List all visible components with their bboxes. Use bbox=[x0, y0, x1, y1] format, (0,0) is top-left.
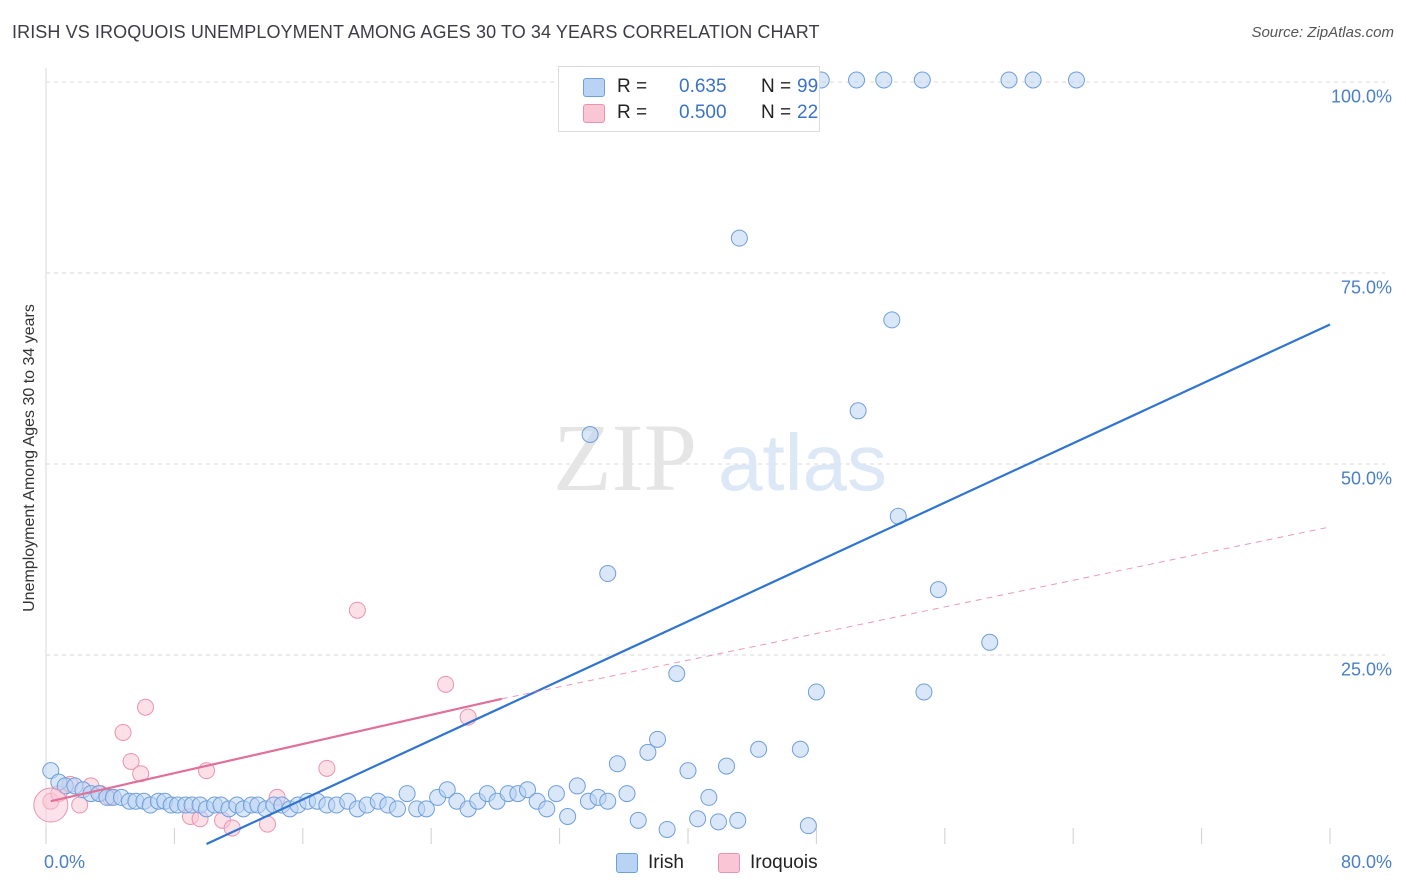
irish-point bbox=[875, 71, 893, 89]
y-tick-label-75: 75.0% bbox=[1340, 277, 1392, 298]
watermark-atlas: atlas bbox=[718, 418, 887, 507]
iroquois-point bbox=[122, 752, 140, 770]
iroquois-point bbox=[348, 601, 366, 619]
chart-title: IRISH VS IROQUOIS UNEMPLOYMENT AMONG AGE… bbox=[12, 22, 820, 42]
irish-point bbox=[629, 811, 647, 829]
irish-point bbox=[718, 757, 736, 775]
irish-point bbox=[538, 800, 556, 818]
iroquois-point bbox=[437, 675, 455, 693]
n-label: N = bbox=[761, 76, 792, 97]
irish-point bbox=[547, 785, 565, 803]
irish-point bbox=[709, 813, 727, 831]
stats-legend-box: R = 0.635 N = 99 R = 0.500 N = 22 bbox=[558, 66, 820, 132]
source-label: Source: ZipAtlas.com bbox=[1251, 24, 1394, 41]
irish-point bbox=[981, 633, 999, 651]
iroquois-swatch bbox=[583, 103, 605, 123]
irish-point bbox=[915, 683, 933, 701]
irish-point bbox=[700, 788, 718, 806]
legend-item-iroquois: Iroquois bbox=[718, 852, 818, 874]
irish-point bbox=[913, 71, 931, 89]
irish-point bbox=[848, 71, 866, 89]
irish-point bbox=[799, 817, 817, 835]
n-value: 99 bbox=[797, 76, 819, 97]
iroquois-point bbox=[114, 723, 132, 741]
irish-swatch bbox=[583, 77, 605, 97]
irish-point bbox=[668, 665, 686, 683]
n-value: 22 bbox=[797, 102, 819, 123]
y-tick-label-50: 50.0% bbox=[1340, 468, 1392, 489]
watermark-zip: ZIP bbox=[553, 404, 697, 511]
r-label: R = bbox=[617, 76, 648, 97]
irish-point bbox=[729, 811, 747, 829]
irish-point bbox=[791, 740, 809, 758]
iroquois-trend-extension bbox=[501, 526, 1331, 700]
irish-point bbox=[639, 743, 657, 761]
irish-point bbox=[599, 792, 617, 810]
irish-point bbox=[679, 762, 697, 780]
iroquois-point bbox=[33, 787, 69, 823]
r-value: 0.500 bbox=[679, 102, 727, 123]
n-label: N = bbox=[761, 102, 792, 123]
irish-point bbox=[398, 785, 416, 803]
irish-point bbox=[929, 581, 947, 599]
iroquois-legend-swatch bbox=[718, 853, 740, 873]
irish-point bbox=[849, 402, 867, 420]
legend-label-iroquois: Iroquois bbox=[750, 852, 818, 873]
irish-point bbox=[559, 807, 577, 825]
irish-point bbox=[417, 800, 435, 818]
iroquois-point bbox=[318, 759, 336, 777]
irish-point bbox=[1067, 71, 1085, 89]
irish-point bbox=[599, 565, 617, 583]
irish-point bbox=[730, 229, 748, 247]
irish-point bbox=[438, 781, 456, 799]
x-tick-label-min: 0.0% bbox=[44, 852, 86, 872]
y-axis-label: Unemployment Among Ages 30 to 34 years bbox=[21, 304, 38, 612]
legend-item-irish: Irish bbox=[616, 852, 684, 874]
y-tick-label-100: 100.0% bbox=[1330, 86, 1392, 107]
irish-point bbox=[750, 740, 768, 758]
irish-point bbox=[608, 755, 626, 773]
irish-point bbox=[883, 311, 901, 329]
irish-point bbox=[581, 425, 599, 443]
r-value: 0.635 bbox=[679, 76, 727, 97]
r-label: R = bbox=[617, 102, 648, 123]
x-tick-label-max: 80.0% bbox=[1340, 852, 1392, 872]
irish-point bbox=[807, 683, 825, 701]
irish-point bbox=[658, 820, 676, 838]
irish-point bbox=[618, 785, 636, 803]
legend-label-irish: Irish bbox=[648, 852, 684, 873]
iroquois-trend-line bbox=[50, 697, 503, 803]
irish-point bbox=[388, 800, 406, 818]
irish-point bbox=[689, 810, 707, 828]
irish-point bbox=[1000, 71, 1018, 89]
irish-point bbox=[519, 781, 536, 799]
iroquois-point bbox=[137, 698, 155, 716]
irish-point bbox=[649, 730, 667, 748]
irish-point bbox=[1024, 71, 1042, 89]
irish-trend-line bbox=[206, 323, 1331, 845]
irish-legend-swatch bbox=[616, 853, 638, 873]
y-tick-label-25: 25.0% bbox=[1340, 659, 1392, 680]
irish-point bbox=[568, 777, 586, 795]
